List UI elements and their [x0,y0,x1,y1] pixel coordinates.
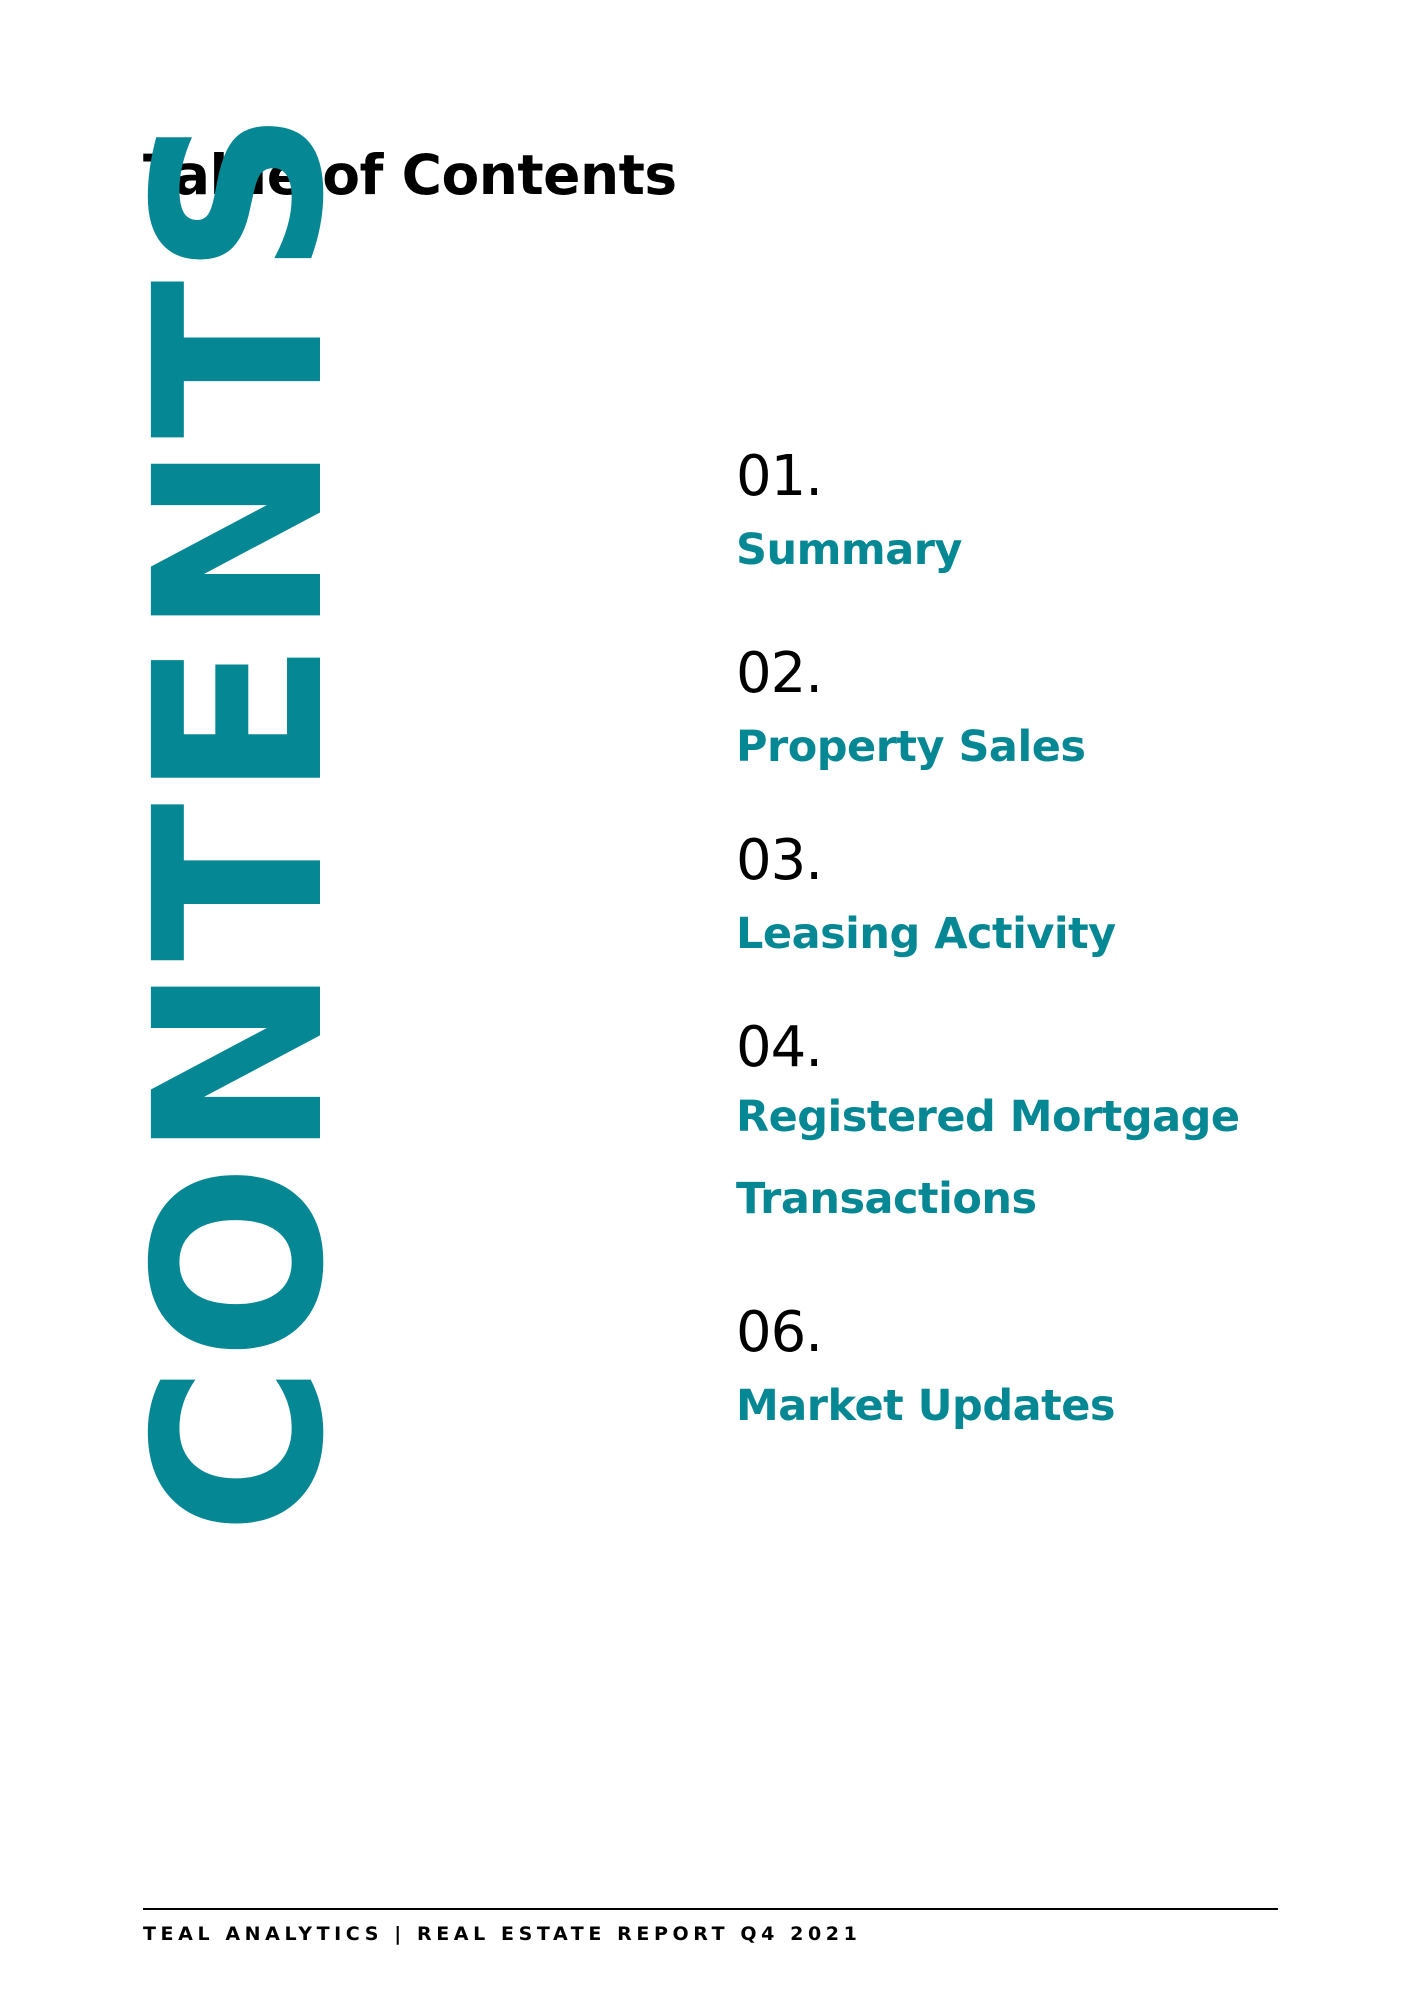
footer-divider [143,1908,1278,1910]
toc-entry-label[interactable]: Leasing Activity [736,909,1116,959]
toc-entry-number: 02. [736,641,823,706]
toc-entry-number: 06. [736,1300,823,1365]
toc-entry-label[interactable]: Summary [736,525,962,575]
toc-entry-leasing-activity[interactable]: 03. Leasing Activity [736,828,1116,960]
toc-entry-number: 03. [736,828,823,893]
toc-entry-market-updates[interactable]: 06. Market Updates [736,1300,1115,1432]
toc-entry-number: 04. [736,1015,823,1080]
footer-text: TEAL ANALYTICS | REAL ESTATE REPORT Q4 2… [143,1923,862,1945]
toc-entry-label[interactable]: Registered Mortgage Transactions [736,1092,1240,1224]
toc-entry-number: 01. [736,444,823,509]
toc-entry-summary[interactable]: 01. Summary [736,444,962,576]
toc-entry-label[interactable]: Property Sales [736,722,1086,772]
toc-entry-property-sales[interactable]: 02. Property Sales [736,641,1086,773]
page-title: Table of Contents [143,143,677,207]
toc-entry-label[interactable]: Market Updates [736,1381,1115,1431]
contents-vertical-heading: CONTENTS [105,105,375,1535]
toc-entry-registered-mortgage-transactions[interactable]: 04. Registered Mortgage Transactions [736,1020,1356,1240]
contents-vertical-heading-container: CONTENTS [105,105,375,1535]
